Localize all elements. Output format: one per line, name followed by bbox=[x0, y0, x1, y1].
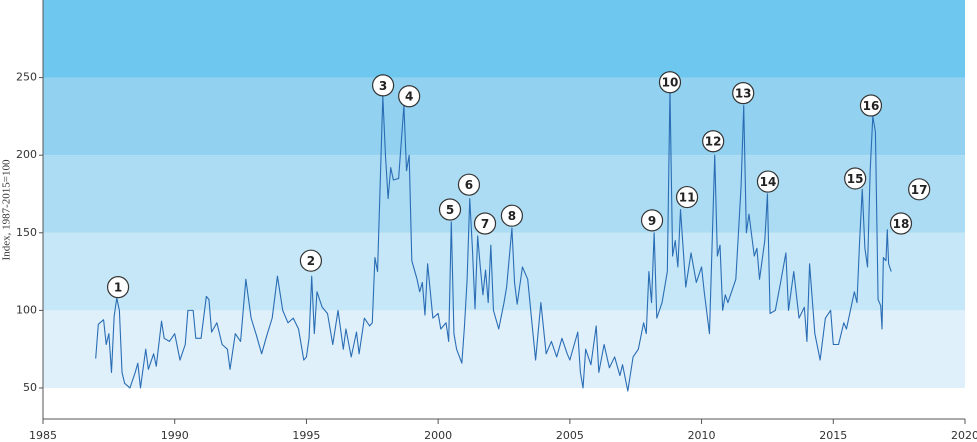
x-tick-label: 2015 bbox=[819, 429, 847, 442]
y-tick-label: 200 bbox=[16, 148, 37, 161]
x-tick-label: 2005 bbox=[556, 429, 584, 442]
annotation-label: 7 bbox=[481, 217, 489, 231]
annotation-label: 1 bbox=[114, 281, 122, 295]
annotation-marker bbox=[889, 212, 913, 235]
annotation-marker bbox=[756, 170, 780, 193]
data-line bbox=[95, 89, 892, 392]
annotation-label: 3 bbox=[379, 79, 387, 93]
x-tick-label: 1990 bbox=[161, 429, 189, 442]
annotation-label: 6 bbox=[465, 178, 473, 192]
annotation-marker bbox=[640, 209, 664, 232]
x-tick-label: 2000 bbox=[424, 429, 452, 442]
annotation-marker bbox=[106, 275, 130, 299]
annotation-label: 9 bbox=[648, 214, 656, 228]
annotation-marker bbox=[398, 85, 421, 108]
y-tick-label: 100 bbox=[16, 303, 37, 316]
annotation-label: 4 bbox=[405, 90, 413, 104]
y-axis-label: Index, 1987-2015=100 bbox=[1, 159, 13, 260]
annotation-marker bbox=[732, 82, 755, 105]
annotation-marker bbox=[844, 167, 867, 190]
annotation-marker bbox=[299, 249, 323, 272]
background-band bbox=[43, 77, 965, 156]
annotation-label: 11 bbox=[679, 191, 696, 205]
annotation-label: 17 bbox=[911, 183, 928, 197]
annotation-marker bbox=[371, 74, 395, 97]
annotation-marker bbox=[473, 212, 497, 235]
annotation-label: 15 bbox=[847, 172, 864, 186]
annotation-marker bbox=[438, 198, 462, 221]
background-band bbox=[43, 232, 965, 311]
annotation-marker bbox=[675, 185, 699, 209]
annotation-marker bbox=[908, 178, 931, 201]
annotation-label: 2 bbox=[307, 254, 315, 268]
annotation-label: 8 bbox=[508, 209, 516, 223]
annotation-label: 16 bbox=[863, 99, 880, 113]
annotation-marker bbox=[658, 71, 682, 94]
annotation-label: 13 bbox=[735, 87, 752, 101]
annotation-marker bbox=[859, 94, 883, 117]
annotation-marker bbox=[457, 173, 481, 196]
y-tick-label: 150 bbox=[16, 226, 37, 239]
x-tick-label: 2010 bbox=[688, 429, 716, 442]
annotation-label: 12 bbox=[705, 135, 722, 149]
background-band bbox=[43, 0, 965, 78]
annotation-label: 10 bbox=[662, 76, 679, 90]
annotation-label: 5 bbox=[446, 203, 454, 217]
y-tick-label: 50 bbox=[23, 381, 37, 394]
annotation-label: 18 bbox=[893, 217, 910, 231]
annotation-marker bbox=[702, 130, 725, 153]
annotation-label: 14 bbox=[760, 175, 777, 189]
x-tick-label: 2020 bbox=[951, 429, 977, 442]
x-tick-label: 1985 bbox=[29, 429, 57, 442]
background-band bbox=[43, 310, 965, 388]
x-tick-label: 1995 bbox=[292, 429, 320, 442]
y-tick-label: 250 bbox=[16, 71, 37, 84]
annotation-marker bbox=[500, 204, 524, 227]
